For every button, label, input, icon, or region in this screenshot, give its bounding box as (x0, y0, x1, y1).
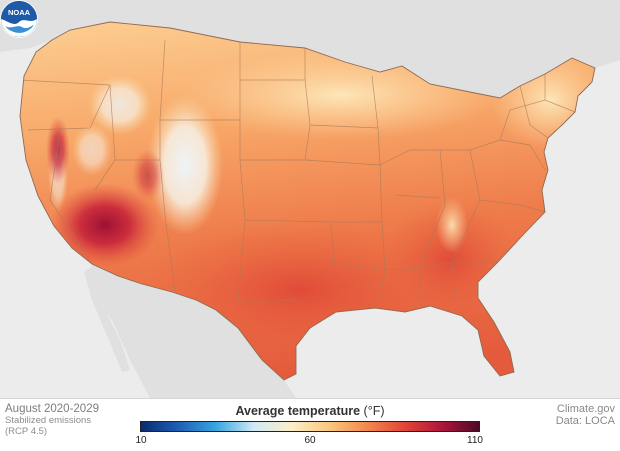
color-scale-bar (140, 421, 480, 432)
baja-peninsula (84, 266, 130, 372)
state-borders (20, 39, 576, 301)
map-area: NOAA (0, 0, 620, 398)
data-credit: Data: LOCA (555, 415, 615, 427)
temperature-map (0, 0, 620, 398)
legend-max-label: 110 (467, 435, 483, 446)
footer: August 2020-2029 Stabilized emissions (R… (0, 398, 620, 451)
legend-min-label: 10 (135, 435, 147, 446)
legend-title: Average temperature (°F) (140, 404, 480, 418)
scenario-label-line1: Stabilized emissions (5, 415, 92, 426)
legend-title-text: Average temperature (235, 404, 361, 418)
mexico-land (88, 264, 296, 398)
period-label: August 2020-2029 (5, 403, 99, 415)
scenario-label-line2: (RCP 4.5) (5, 426, 48, 437)
canada-land (0, 0, 620, 98)
credits-block: Climate.gov Data: LOCA (556, 403, 615, 427)
source-credit: Climate.gov (556, 403, 615, 415)
legend-mid-label: 60 (304, 435, 316, 446)
legend-unit: (°F) (363, 404, 385, 418)
logo-text: NOAA (8, 8, 31, 17)
caption-block: August 2020-2029 Stabilized emissions (R… (5, 403, 99, 437)
noaa-logo-icon: NOAA (0, 0, 38, 38)
